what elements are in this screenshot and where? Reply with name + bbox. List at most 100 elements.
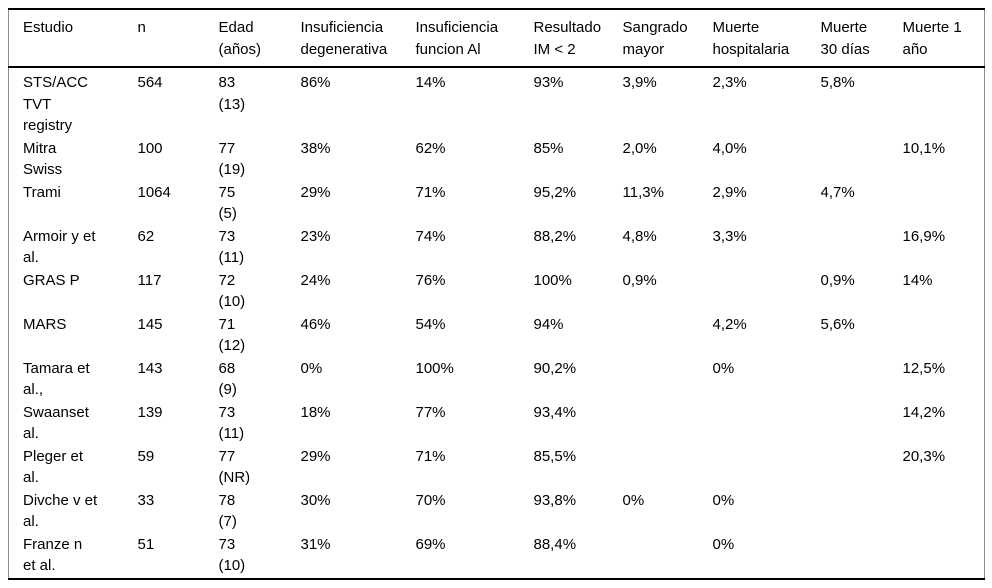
table-cell: 85,5% bbox=[533, 447, 577, 465]
study-name-cell: Armoir y et al. bbox=[23, 227, 96, 267]
table-cell bbox=[821, 226, 903, 270]
table-cell: 83 (13) bbox=[218, 74, 246, 113]
table-cell: 59 bbox=[137, 447, 155, 465]
table-row: MARS 145 71 (12) 46% 54% 94% 4,2% 5,6% bbox=[9, 314, 985, 358]
table-cell: 14,2% bbox=[902, 403, 946, 421]
table-cell: 73 (10) bbox=[218, 535, 246, 575]
table-cell: 62 bbox=[137, 227, 155, 245]
table-cell: 71% bbox=[415, 183, 446, 201]
table-row: Divche v et al. 33 78 (7) 30% 70% 93,8% 0% 0% bbox=[9, 490, 985, 534]
table-row: Tamara et al., 143 68 (9) 0% 100% 90,2% 0% 12,5… bbox=[9, 358, 985, 402]
table-cell: 0,9% bbox=[622, 271, 657, 289]
study-name-cell: Pleger et al. bbox=[23, 447, 84, 487]
table-row: GRAS P 117 72 (10) 24% 76% 100% 0,9% 0,9% 14% bbox=[9, 270, 985, 314]
studies-table: Estudio n Edad (años) Insuficiencia dege… bbox=[8, 8, 985, 580]
table-cell bbox=[623, 534, 713, 579]
table-cell: 5,6% bbox=[820, 315, 855, 333]
table-cell: 1064 bbox=[137, 183, 171, 201]
table-cell: 68 (9) bbox=[218, 359, 237, 399]
table-cell: 24% bbox=[300, 271, 331, 289]
column-header-resultado-im: Resultado IM < 2 bbox=[533, 9, 623, 68]
table-cell: 0% bbox=[712, 491, 735, 509]
study-name-cell: Tamara et al., bbox=[23, 359, 90, 399]
table-cell: 139 bbox=[137, 403, 163, 421]
table-row: Trami 1064 75 (5) 29% 71% 95,2% 11,3% 2,9% 4,7% bbox=[9, 182, 985, 226]
table-cell: 77 (19) bbox=[218, 139, 246, 179]
table-cell: 73 (11) bbox=[218, 227, 245, 267]
table-cell: 62% bbox=[415, 139, 446, 157]
table-cell bbox=[623, 446, 713, 490]
table-cell bbox=[623, 358, 713, 402]
table-cell: 38% bbox=[300, 139, 331, 157]
table-cell bbox=[713, 402, 821, 446]
table-cell: 0,9% bbox=[820, 271, 855, 289]
table-cell bbox=[821, 446, 903, 490]
table-cell: 5,8% bbox=[820, 74, 855, 91]
table-cell: 564 bbox=[137, 74, 163, 91]
study-name-cell: Trami bbox=[23, 183, 61, 201]
table-cell bbox=[821, 138, 903, 182]
table-cell: 0% bbox=[712, 359, 735, 377]
table-row: Swaanset al. 139 73 (11) 18% 77% 93,4% 14,2% bbox=[9, 402, 985, 446]
table-cell: 46% bbox=[300, 315, 331, 333]
table-cell: 14% bbox=[902, 271, 933, 289]
study-name-cell: Franze n et al. bbox=[23, 535, 83, 575]
table-cell: 69% bbox=[415, 535, 446, 553]
column-header-muerte-1-ano: Muerte 1 año bbox=[902, 9, 985, 68]
table-cell: 2,3% bbox=[712, 74, 747, 91]
table-cell: 75 (5) bbox=[218, 183, 237, 223]
table-cell: 77 (NR) bbox=[218, 447, 251, 487]
table-cell: 94% bbox=[533, 315, 564, 333]
table-cell: 78 (7) bbox=[218, 491, 237, 531]
table-cell: 4,2% bbox=[712, 315, 747, 333]
table-cell: 29% bbox=[300, 447, 331, 465]
table-row: Franze n et al. 51 73 (10) 31% 69% 88,4% 0% bbox=[9, 534, 985, 579]
table-cell: 3,3% bbox=[712, 227, 747, 245]
table-cell: 93% bbox=[533, 74, 564, 91]
study-name-cell: GRAS P bbox=[23, 271, 80, 289]
table-cell: 54% bbox=[415, 315, 446, 333]
table-cell: 14% bbox=[415, 74, 446, 91]
column-header-insuficiencia-degenerativa: Insuficiencia degenerativa bbox=[300, 9, 416, 68]
table-cell: 31% bbox=[300, 535, 331, 553]
table-cell: 95,2% bbox=[533, 183, 577, 201]
table-cell bbox=[903, 314, 985, 358]
table-row: Mitra Swiss 100 77 (19) 38% 62% 85% 2,0% 4,0% 10… bbox=[9, 138, 985, 182]
study-name-cell: Divche v et al. bbox=[23, 491, 98, 531]
table-cell: 18% bbox=[300, 403, 331, 421]
column-header-estudio: Estudio bbox=[8, 9, 138, 68]
table-cell bbox=[623, 402, 713, 446]
table-cell: 74% bbox=[415, 227, 446, 245]
table-cell bbox=[821, 402, 903, 446]
table-body: STS/ACC TVT registry 564 83 (13) 86% 14% 93% 3… bbox=[9, 67, 985, 579]
table-cell: 2,9% bbox=[712, 183, 747, 201]
table-cell: 20,3% bbox=[902, 447, 946, 465]
table-cell: 76% bbox=[415, 271, 446, 289]
table-cell: 85% bbox=[533, 139, 564, 157]
table-cell bbox=[903, 490, 985, 534]
column-header-sangrado-mayor: Sangrado mayor bbox=[622, 9, 713, 68]
table-cell bbox=[821, 534, 903, 579]
table-cell: 93,8% bbox=[533, 491, 577, 509]
table-cell: 4,0% bbox=[712, 139, 747, 157]
column-header-muerte-30-dias: Muerte 30 días bbox=[820, 9, 903, 68]
table-cell: 33 bbox=[137, 491, 155, 509]
table-cell: 100% bbox=[533, 271, 572, 289]
table-cell bbox=[821, 358, 903, 402]
study-name-cell: MARS bbox=[23, 315, 67, 333]
table-cell: 88,2% bbox=[533, 227, 577, 245]
column-header-n: n bbox=[137, 9, 219, 68]
table-cell bbox=[713, 270, 821, 314]
column-header-muerte-hospitalaria: Muerte hospitalaria bbox=[712, 9, 821, 68]
table-cell: 100% bbox=[415, 359, 454, 377]
table-cell: 70% bbox=[415, 491, 446, 509]
table-cell: 0% bbox=[712, 535, 735, 553]
table-header: Estudio n Edad (años) Insuficiencia dege… bbox=[8, 9, 985, 68]
table-cell: 77% bbox=[415, 403, 446, 421]
table-cell: 90,2% bbox=[533, 359, 577, 377]
study-name-cell: STS/ACC TVT registry bbox=[23, 74, 89, 134]
table-cell: 71% bbox=[415, 447, 446, 465]
column-header-edad: Edad (años) bbox=[218, 9, 301, 68]
table-cell: 4,7% bbox=[820, 183, 855, 201]
column-header-insuficiencia-funcion-al: Insuficiencia funcion Al bbox=[415, 9, 534, 68]
